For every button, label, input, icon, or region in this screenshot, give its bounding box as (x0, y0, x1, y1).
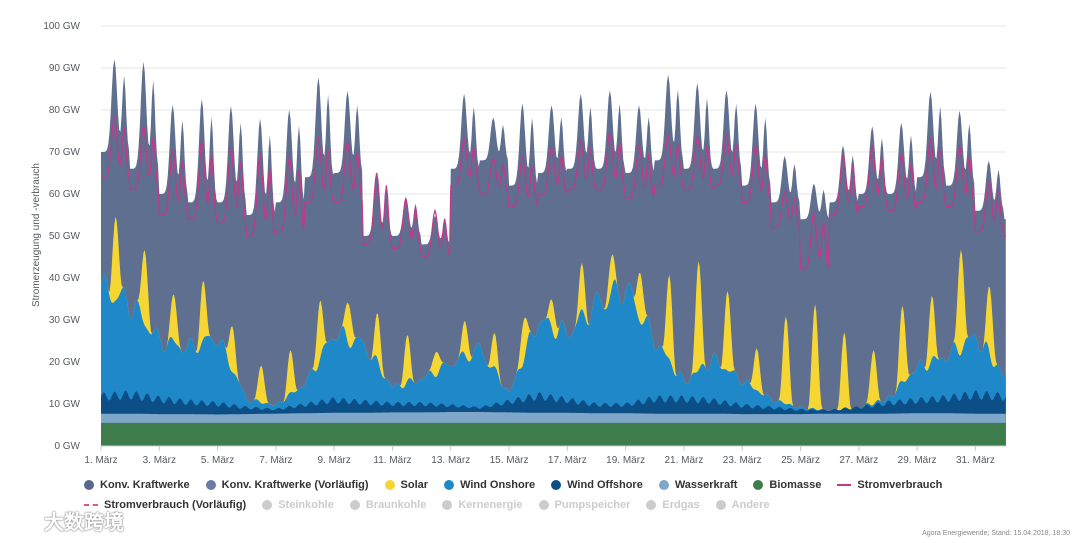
legend-item[interactable]: Steinkohle (262, 499, 334, 511)
y-tick-label: 30 GW (49, 315, 81, 326)
legend-item[interactable]: Konv. Kraftwerke (84, 479, 190, 491)
line-stromverbrauch (101, 116, 1006, 271)
y-tick-label: 100 GW (43, 21, 80, 32)
legend-swatch-icon (837, 484, 852, 486)
legend-swatch-icon (384, 480, 395, 490)
legend-swatch-icon (84, 480, 94, 490)
legend-label: Stromverbrauch (857, 479, 943, 491)
legend-label: Erdgas (662, 499, 700, 511)
legend-label: Steinkohle (278, 499, 334, 511)
legend-swatch-icon (753, 480, 764, 490)
legend-swatch-icon (538, 500, 549, 510)
legend-label: Braunkohle (365, 499, 427, 511)
area-biomasse (101, 422, 1006, 446)
legend-item[interactable]: Pumpspeicher (538, 499, 631, 511)
x-tick-label: 23. März (723, 455, 762, 466)
x-tick-label: 21. März (664, 455, 703, 466)
y-tick-label: 50 GW (49, 231, 81, 242)
x-tick-label: 3. März (143, 455, 176, 466)
legend-row-primary: Konv. Kraftwerke Konv. Kraftwerke (Vorläu… (84, 475, 1044, 495)
legend-label: Wasserkraft (674, 479, 738, 491)
legend-label: Biomasse (769, 479, 822, 491)
x-tick-label: 9. März (318, 455, 351, 466)
legend-item[interactable]: Biomasse (753, 479, 821, 491)
watermark: 大数跨境 (8, 506, 124, 535)
legend-item[interactable]: Stromverbrauch (837, 479, 942, 491)
x-tick-label: 7. März (259, 455, 292, 466)
legend-item[interactable]: Erdgas (646, 499, 700, 511)
x-tick-label: 13. März (431, 455, 470, 466)
legend-label: Solar (400, 479, 429, 491)
x-tick-label: 25. März (781, 455, 820, 466)
legend-label: Stromverbrauch (Vorläufig) (104, 499, 247, 511)
legend-item[interactable]: Wind Onshore (444, 479, 535, 491)
legend-swatch-icon (646, 500, 657, 510)
legend: Konv. Kraftwerke Konv. Kraftwerke (Vorläu… (84, 475, 1044, 515)
y-axis-ticks: 0 GW 10 GW 20 GW 30 GW 40 GW 50 GW 60 GW 70 GW 8… (43, 21, 80, 452)
x-tick-label: 31. März (956, 455, 995, 466)
line-series (101, 116, 1006, 271)
legend-label: Andere (731, 499, 770, 511)
x-tick-label: 17. März (548, 455, 587, 466)
legend-swatch-icon (658, 480, 669, 490)
legend-swatch-icon (262, 500, 273, 510)
legend-swatch-icon (84, 504, 98, 506)
area-series (101, 59, 1006, 446)
x-tick-label: 15. März (490, 455, 529, 466)
legend-item[interactable]: Wasserkraft (658, 479, 738, 491)
y-tick-label: 20 GW (49, 357, 81, 368)
y-tick-label: 90 GW (49, 63, 81, 74)
x-tick-label: 11. März (373, 455, 411, 466)
x-tick-label: 1. März (84, 455, 117, 466)
legend-swatch-icon (551, 480, 562, 490)
watermark-logo-icon (8, 511, 38, 530)
y-tick-label: 40 GW (49, 273, 81, 284)
legend-item[interactable]: Solar (384, 479, 429, 491)
y-tick-label: 10 GW (49, 399, 81, 410)
y-tick-label: 70 GW (49, 147, 81, 158)
legend-label: Kernenergie (458, 499, 523, 511)
legend-row-secondary: Stromverbrauch (Vorläufig) Steinkohle Brau… (84, 495, 1044, 515)
chart: 0 GW 10 GW 20 GW 30 GW 40 GW 50 GW 60 GW 70 GW 8… (31, 21, 1006, 466)
watermark-text: 大数跨境 (44, 512, 124, 534)
legend-label: Wind Offshore (567, 479, 643, 491)
area-wind-onshore (101, 273, 1006, 446)
legend-swatch-icon (205, 480, 216, 490)
legend-item[interactable]: Stromverbrauch (Vorläufig) (84, 499, 246, 511)
legend-item[interactable]: Wind Offshore (551, 479, 643, 491)
legend-item[interactable]: Konv. Kraftwerke (Vorläufig) (205, 479, 369, 491)
legend-label: Pumpspeicher (554, 499, 631, 511)
legend-item[interactable]: Braunkohle (349, 499, 427, 511)
legend-swatch-icon (444, 480, 455, 490)
y-tick-label: 80 GW (49, 105, 81, 116)
legend-swatch-icon (349, 500, 360, 510)
x-tick-label: 19. März (606, 455, 645, 466)
x-tick-label: 5. März (201, 455, 234, 466)
legend-swatch-icon (442, 500, 453, 510)
legend-item[interactable]: Andere (715, 499, 770, 511)
y-tick-label: 60 GW (49, 189, 81, 200)
x-tick-label: 27. März (839, 455, 878, 466)
legend-label: Konv. Kraftwerke (Vorläufig) (221, 479, 369, 491)
source-credit: Agora Energiewende; Stand: 15.04.2018, 1… (922, 530, 1070, 537)
y-axis-title: Stromerzeugung und -verbrauch (31, 163, 42, 307)
y-tick-label: 0 GW (54, 441, 80, 452)
x-tick-label: 29. März (898, 455, 937, 466)
legend-item[interactable]: Kernenergie (442, 499, 523, 511)
legend-label: Wind Onshore (460, 479, 536, 491)
legend-swatch-icon (715, 500, 726, 510)
x-axis-ticks: 1. März 3. März 5. März 7. März 9. März 11. M… (84, 445, 1006, 466)
legend-label: Konv. Kraftwerke (100, 479, 190, 491)
